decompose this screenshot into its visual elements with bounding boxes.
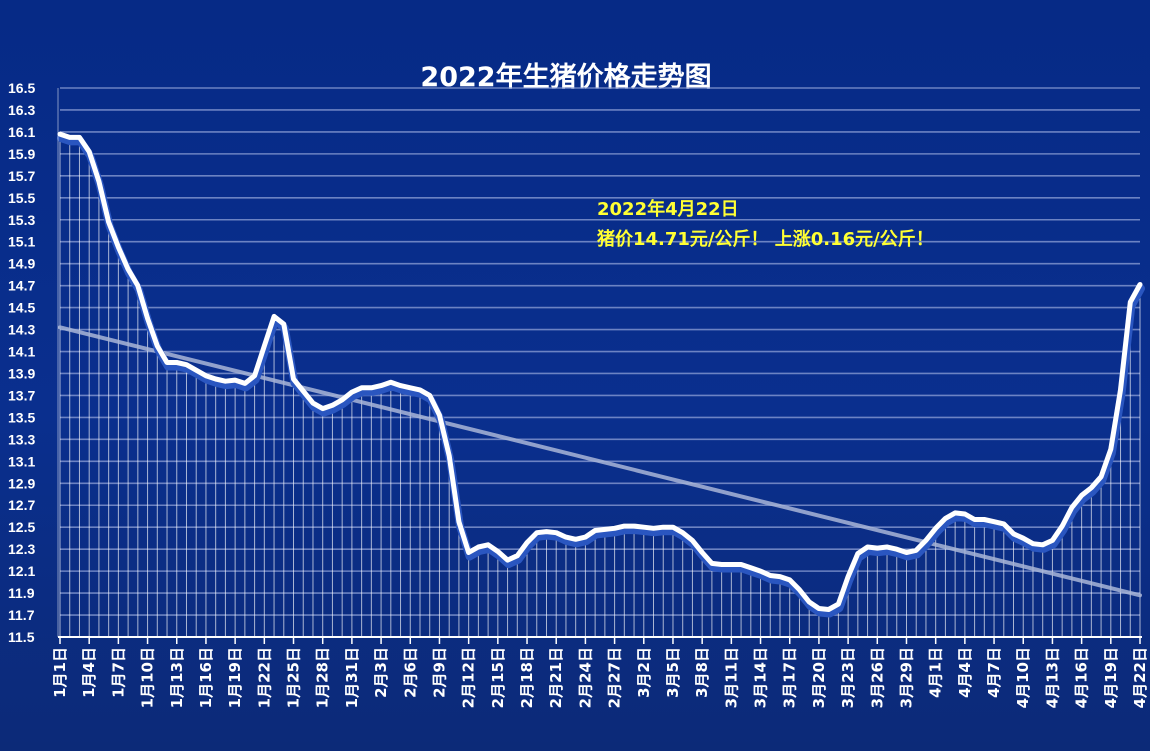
x-tick-label: 1月10日	[139, 647, 157, 708]
x-tick-label: 2月27日	[606, 647, 624, 708]
y-tick-label: 13.5	[8, 409, 35, 425]
y-tick-label: 14.1	[8, 344, 35, 360]
y-tick-label: 14.3	[8, 322, 35, 338]
x-tick-label: 4月13日	[1043, 647, 1061, 708]
x-tick-label: 4月1日	[927, 647, 945, 698]
x-tick-label: 1月7日	[109, 647, 127, 698]
x-tick-label: 4月22日	[1131, 647, 1149, 708]
x-tick-label: 1月13日	[168, 647, 186, 708]
gridlines	[60, 87, 1140, 616]
y-tick-label: 12.7	[8, 497, 35, 513]
x-tick-label: 3月5日	[664, 647, 682, 698]
x-tick-label: 2月21日	[547, 647, 565, 708]
annotation-price: 猪价14.71元/公斤！ 上涨0.16元/公斤！	[596, 228, 934, 250]
x-tick-label: 3月26日	[868, 647, 886, 708]
y-tick-label: 15.9	[8, 146, 35, 162]
x-tick-label: 4月4日	[956, 647, 974, 698]
x-tick-label: 2月12日	[460, 647, 478, 708]
y-tick-label: 11.7	[8, 607, 35, 623]
y-tick-label: 13.9	[8, 365, 35, 381]
x-tick-label: 1月19日	[226, 647, 244, 708]
x-tick-label: 1月4日	[80, 647, 98, 698]
y-tick-label: 16.1	[8, 124, 35, 140]
series-shadow	[57, 134, 1145, 618]
y-tick-label: 12.1	[8, 563, 35, 579]
x-tick-label: 2月6日	[401, 647, 419, 698]
y-tick-label: 13.7	[8, 387, 35, 403]
x-tick-label: 2月3日	[372, 647, 390, 698]
x-tick-label: 2月9日	[430, 647, 448, 698]
x-tick-label: 3月2日	[635, 647, 653, 698]
x-tick-label: 1月28日	[314, 647, 332, 708]
x-tick-label: 4月19日	[1102, 647, 1120, 708]
y-tick-label: 12.9	[8, 475, 35, 491]
series-line	[57, 131, 1143, 612]
y-tick-label: 14.7	[8, 278, 35, 294]
y-tick-label: 11.5	[8, 629, 35, 645]
y-tick-label: 13.3	[8, 431, 35, 447]
x-tick-label: 2月15日	[489, 647, 507, 708]
y-tick-label: 14.5	[8, 300, 35, 316]
y-axis-ticks: 11.5 11.7 11.9 12.1 12.3 12.5 12.7 12.9 13.1 13.3…	[8, 80, 35, 645]
x-tick-label: 1月31日	[343, 647, 361, 708]
y-tick-label: 16.3	[8, 102, 35, 118]
x-tick-label: 4月16日	[1073, 647, 1091, 708]
y-tick-label: 13.1	[8, 453, 35, 469]
y-tick-label: 12.5	[8, 519, 35, 535]
y-tick-label: 12.3	[8, 541, 35, 557]
x-tick-label: 1月1日	[51, 647, 69, 698]
x-tick-label: 3月11日	[722, 647, 740, 708]
y-tick-label: 15.3	[8, 212, 35, 228]
x-tick-label: 1月22日	[255, 647, 273, 708]
x-tick-label: 3月8日	[693, 647, 711, 698]
x-tick-label: 1月16日	[197, 647, 215, 708]
y-tick-label: 16.5	[8, 80, 35, 96]
trendline	[58, 325, 1142, 598]
y-tick-label: 15.7	[8, 168, 35, 184]
annotation-date: 2022年4月22日	[597, 198, 739, 220]
y-tick-label: 15.1	[8, 234, 35, 250]
x-tick-label: 1月25日	[285, 647, 303, 708]
x-tick-label: 2月24日	[576, 647, 594, 708]
x-tick-label: 3月29日	[897, 647, 915, 708]
y-tick-label: 11.9	[8, 585, 35, 601]
x-axis-ticks: 1月1日 1月4日 1月7日 1月10日 1月13日 1月16日 1月19日 1月22日 1月2…	[51, 637, 1149, 708]
x-tick-label: 4月10日	[1014, 647, 1032, 708]
x-tick-label: 3月14日	[752, 647, 770, 708]
x-tick-label: 2月18日	[518, 647, 536, 708]
x-tick-label: 3月17日	[781, 647, 799, 708]
x-tick-label: 3月23日	[839, 647, 857, 708]
x-axis	[57, 88, 1142, 638]
y-tick-label: 15.5	[8, 190, 35, 206]
drop-lines	[59, 134, 1141, 637]
x-tick-label: 3月20日	[810, 647, 828, 708]
y-tick-label: 14.9	[8, 256, 35, 272]
x-tick-label: 4月7日	[985, 647, 1003, 698]
